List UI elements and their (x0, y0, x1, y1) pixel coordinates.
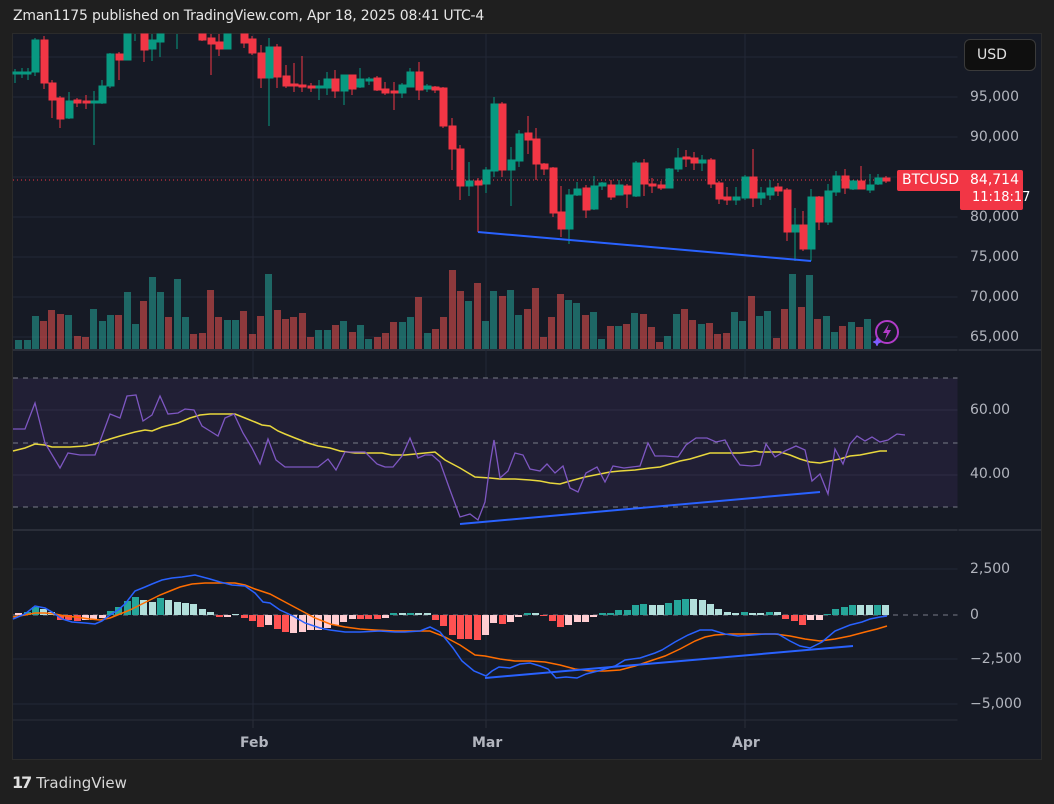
macd-label-neg2500: −2,500 (970, 651, 1022, 667)
macd-label-2500: 2,500 (970, 561, 1011, 577)
macd-trendline (484, 645, 854, 679)
rsi-trendline (459, 491, 821, 525)
price-label-65000: 65,000 (970, 329, 1019, 345)
tradingview-logo-icon: 17 (12, 773, 32, 792)
macd-line (12, 574, 888, 679)
signal-line (12, 582, 888, 672)
bar-countdown: 11:18:17 (972, 190, 1031, 205)
brand-name: TradingView (36, 773, 127, 792)
price-label-80000: 80,000 (970, 209, 1019, 225)
volume-bars (15, 270, 871, 349)
price-trendline (477, 231, 812, 262)
macd-grid (13, 568, 958, 705)
rsi-grid (13, 409, 958, 476)
price-label-70000: 70,000 (970, 289, 1019, 305)
macd-label-neg5000: −5,000 (970, 696, 1022, 712)
price-label-90000: 90,000 (970, 129, 1019, 145)
time-label-mar: Mar (472, 735, 503, 751)
price-label-95000: 95,000 (970, 89, 1019, 105)
price-label-75000: 75,000 (970, 249, 1019, 265)
last-price-tag: 84,714 11:18:17 (960, 170, 1031, 210)
candlesticks (12, 33, 891, 261)
time-label-apr: Apr (732, 735, 760, 751)
rsi-label-40: 40.00 (970, 466, 1011, 482)
lightning-icon[interactable] (873, 320, 899, 346)
macd-label-0: 0 (970, 607, 979, 623)
symbol-tag: BTCUSD (897, 170, 965, 191)
last-price-value: 84,714 (970, 172, 1019, 188)
publisher-line: Zman1175 published on TradingView.com, A… (13, 8, 485, 24)
rsi-line (13, 394, 906, 522)
rsi-label-60: 60.00 (970, 402, 1011, 418)
rsi-ma-line (12, 413, 887, 485)
tradingview-branding[interactable]: 17 TradingView (12, 773, 127, 792)
currency-button[interactable]: USD (964, 39, 1036, 71)
time-label-feb: Feb (240, 735, 269, 751)
